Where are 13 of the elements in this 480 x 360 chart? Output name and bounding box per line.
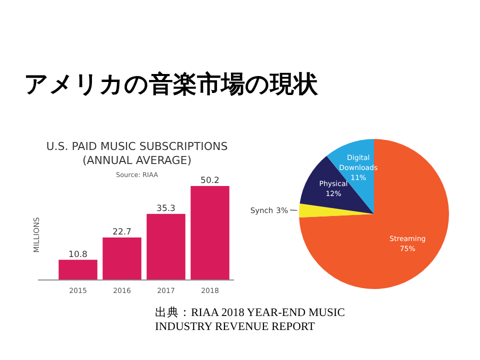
data-label: 22.7 [112, 227, 132, 238]
bar [102, 237, 142, 280]
bar [58, 260, 98, 280]
text: アメリカの音楽市場の現状 [24, 71, 319, 98]
chart-title: U.S. PAID MUSIC SUBSCRIPTIONS (ANNUAL AVERAGE) [46, 140, 228, 167]
source-note: 出典：RIAA 2018 YEAR-END MUSIC INDUSTRY REVENUE REPORT [155, 306, 346, 333]
data-label: 50.2 [200, 176, 220, 186]
bar [190, 186, 230, 280]
data-label: 10.8 [68, 250, 88, 260]
pie-slice [299, 139, 449, 289]
bar [146, 214, 186, 280]
pie-slice [299, 204, 374, 218]
data-label: 35.3 [156, 204, 176, 214]
